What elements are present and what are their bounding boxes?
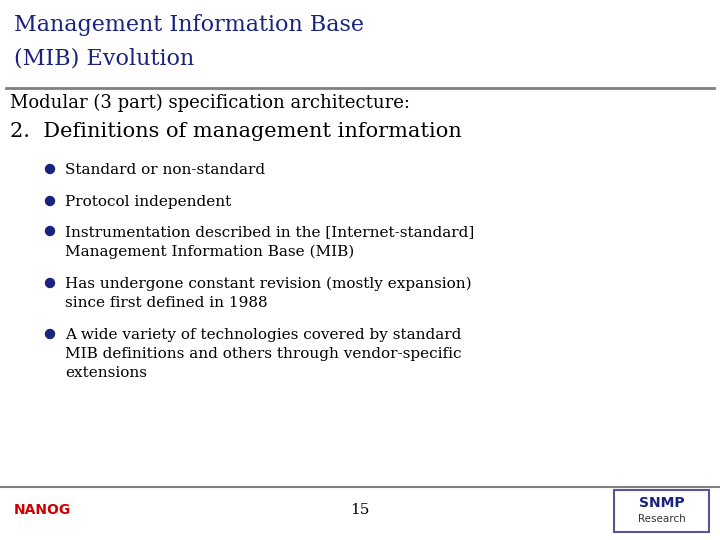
Text: Management Information Base: Management Information Base <box>14 14 364 36</box>
Text: Has undergone constant revision (mostly expansion)
since first defined in 1988: Has undergone constant revision (mostly … <box>65 277 472 310</box>
Text: Instrumentation described in the [Internet-standard]
Management Information Base: Instrumentation described in the [Intern… <box>65 225 474 259</box>
Text: NANOG: NANOG <box>14 503 71 517</box>
Text: SNMP: SNMP <box>639 496 684 510</box>
Text: Standard or non-standard: Standard or non-standard <box>65 163 265 177</box>
Text: Modular (3 part) specification architecture:: Modular (3 part) specification architect… <box>10 94 410 112</box>
Circle shape <box>45 165 55 173</box>
Circle shape <box>45 197 55 206</box>
Circle shape <box>45 329 55 339</box>
Circle shape <box>45 226 55 235</box>
Circle shape <box>45 279 55 287</box>
Text: A wide variety of technologies covered by standard
MIB definitions and others th: A wide variety of technologies covered b… <box>65 328 462 380</box>
Text: 15: 15 <box>351 503 369 517</box>
Text: (MIB) Evolution: (MIB) Evolution <box>14 48 194 70</box>
FancyBboxPatch shape <box>614 490 709 532</box>
Text: 2.  Definitions of management information: 2. Definitions of management information <box>10 122 462 141</box>
Text: Research: Research <box>638 514 685 524</box>
Text: Protocol independent: Protocol independent <box>65 195 231 209</box>
